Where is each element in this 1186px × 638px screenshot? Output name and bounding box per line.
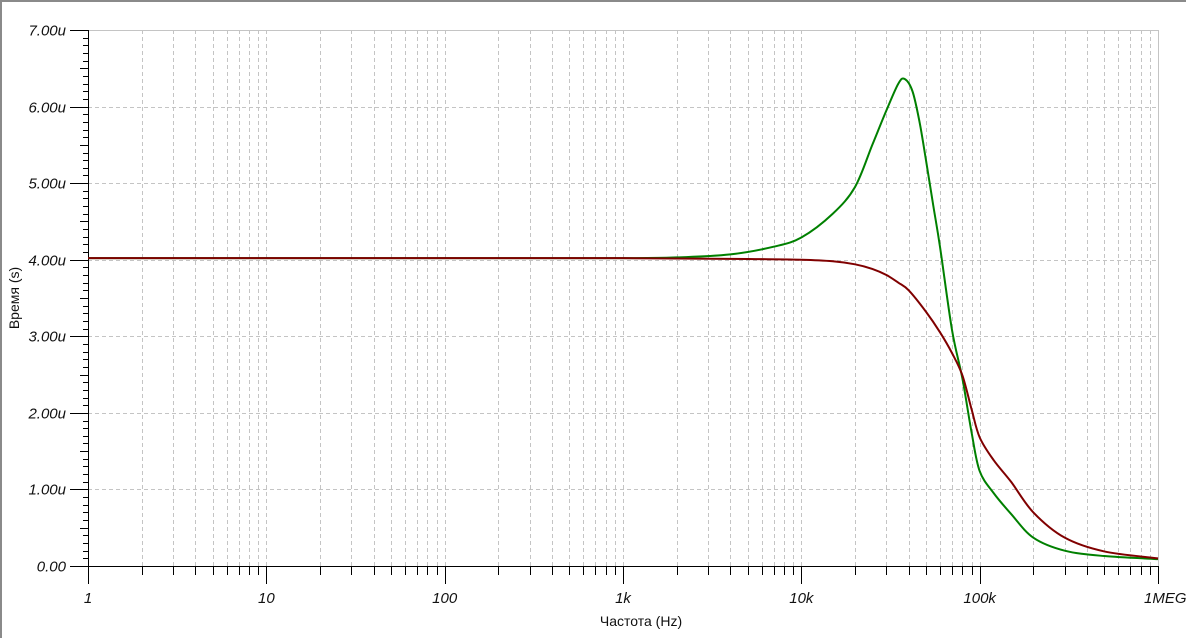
y-tick-label: 0.00 xyxy=(37,559,67,576)
series-line-2 xyxy=(87,257,1159,560)
y-tick-label: 1.00u xyxy=(28,482,66,499)
y-tick-label: 2.00u xyxy=(27,406,66,423)
grid xyxy=(88,30,1159,566)
y-axis-title: Время (s) xyxy=(6,267,22,329)
x-tick-label: 100 xyxy=(432,590,458,607)
x-tick-label: 100k xyxy=(963,590,997,607)
tick-labels: 0.00 1.00u 2.00u 3.00u 4.00u 5.00u 6.00u 7.00u 1… xyxy=(27,23,1186,608)
y-tick-label: 4.00u xyxy=(28,253,66,270)
x-tick-label: 10k xyxy=(789,590,815,607)
y-tick-label: 3.00u xyxy=(28,329,66,346)
y-tick-label: 5.00u xyxy=(28,176,66,193)
series-lines xyxy=(87,77,1159,561)
series-line-1 xyxy=(87,77,1159,561)
y-tick-label: 6.00u xyxy=(28,100,66,117)
x-tick-label: 10 xyxy=(258,590,275,607)
x-tick-label: 1MEG xyxy=(1144,590,1186,607)
x-axis-title: Частота (Hz) xyxy=(600,613,682,629)
x-tick-label: 1 xyxy=(84,590,92,607)
y-tick-label: 7.00u xyxy=(28,23,66,40)
x-tick-label: 1k xyxy=(615,590,632,607)
axes xyxy=(70,30,1159,584)
